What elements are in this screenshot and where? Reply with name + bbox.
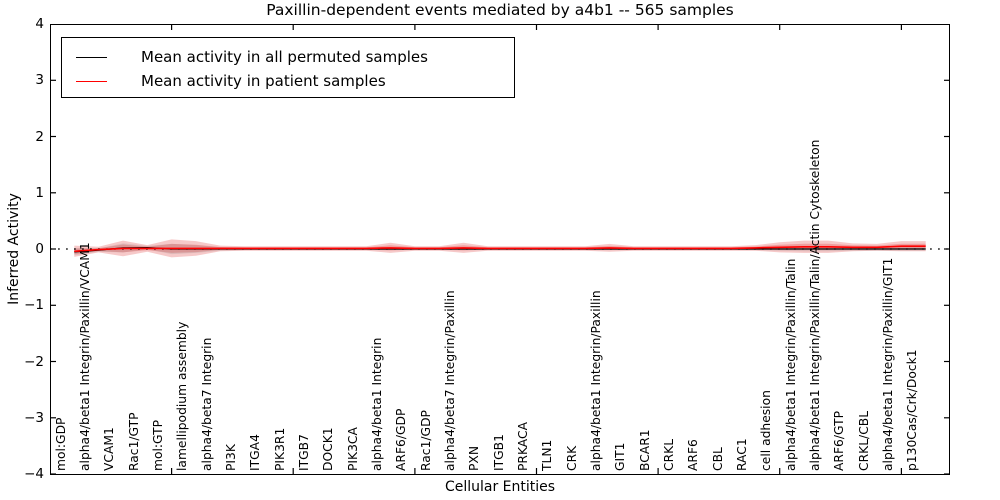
x-category-label: alpha4/beta1 Integrin/Paxillin/VCAM1: [78, 242, 93, 471]
y-tick-label: 3: [35, 72, 44, 89]
x-category-label: cell adhesion: [759, 390, 774, 471]
y-axis-title: Inferred Activity: [6, 193, 22, 305]
legend-item-permuted: Mean activity in all permuted samples: [62, 45, 428, 69]
x-category-label: alpha4/beta1 Integrin/Paxillin/Talin: [783, 258, 798, 471]
x-category-label: DOCK1: [321, 427, 336, 471]
y-tick-label: −1: [24, 297, 44, 314]
legend: Mean activity in all permuted samples Me…: [61, 37, 515, 98]
x-category-label: PIK3R1: [272, 427, 287, 471]
x-category-label: PIK3CA: [345, 427, 360, 471]
x-category-label: alpha4/beta1 Integrin/Paxillin/GIT1: [880, 257, 895, 471]
x-category-label: BCAR1: [637, 429, 652, 471]
x-category-label: Rac1/GTP: [126, 412, 141, 471]
x-category-label: ARF6/GDP: [394, 408, 409, 471]
x-category-label: p130Cas/Crk/Dock1: [905, 349, 920, 471]
x-category-label: mol:GDP: [53, 417, 68, 471]
red-line-swatch-icon: [76, 80, 107, 82]
x-category-label: alpha4/beta1 Integrin/Paxillin: [588, 290, 603, 471]
y-tick-label: 1: [35, 184, 44, 201]
x-category-label: VCAM1: [102, 427, 117, 471]
x-category-label: Rac1/GDP: [418, 410, 433, 471]
x-category-label: alpha4/beta7 Integrin/Paxillin: [443, 290, 457, 471]
plot-canvas: [50, 24, 950, 475]
x-category-label: alpha4/beta1 Integrin/Paxillin/Talin/Act…: [807, 139, 822, 471]
x-category-label: CRKL: [661, 438, 676, 471]
chart-title: Paxillin-dependent events mediated by a4…: [266, 1, 734, 19]
y-tick-label: −4: [24, 466, 44, 482]
legend-item-patient: Mean activity in patient samples: [62, 69, 386, 93]
x-category-label: mol:GTP: [151, 419, 166, 471]
x-axis-title: Cellular Entities: [444, 479, 556, 495]
x-category-label: GIT1: [613, 442, 628, 472]
x-category-label: alpha4/beta7 Integrin: [199, 337, 214, 471]
x-category-label: CRKL/CBL: [856, 410, 871, 471]
y-tick-label: −3: [24, 409, 44, 426]
black-line-swatch-icon: [76, 56, 107, 58]
x-category-label: ITGB1: [491, 434, 506, 471]
x-category-label: PRKACA: [515, 421, 530, 471]
x-category-label: RAC1: [734, 438, 749, 471]
x-category-label: CBL: [710, 447, 725, 471]
x-category-label: ITGA4: [248, 434, 263, 471]
legend-label-patient: Mean activity in patient samples: [141, 72, 386, 90]
x-category-label: TLN1: [540, 439, 555, 471]
y-tick-label: 2: [35, 128, 44, 145]
x-category-label: PI3K: [224, 444, 239, 471]
x-category-label: CRK: [564, 445, 579, 471]
y-tick-label: 4: [35, 16, 44, 32]
y-tick-label: −2: [24, 353, 44, 370]
legend-label-permuted: Mean activity in all permuted samples: [141, 48, 428, 66]
series-line-1: [74, 245, 926, 253]
x-category-label: ITGB7: [297, 434, 312, 471]
y-tick-label: 0: [35, 241, 44, 257]
x-category-label: PXN: [467, 445, 482, 471]
x-category-label: alpha4/beta1 Integrin: [370, 337, 385, 471]
x-category-label: ARF6/GTP: [832, 410, 847, 471]
x-category-label: lamellipodium assembly: [175, 321, 190, 471]
x-category-label: ARF6: [686, 439, 701, 471]
